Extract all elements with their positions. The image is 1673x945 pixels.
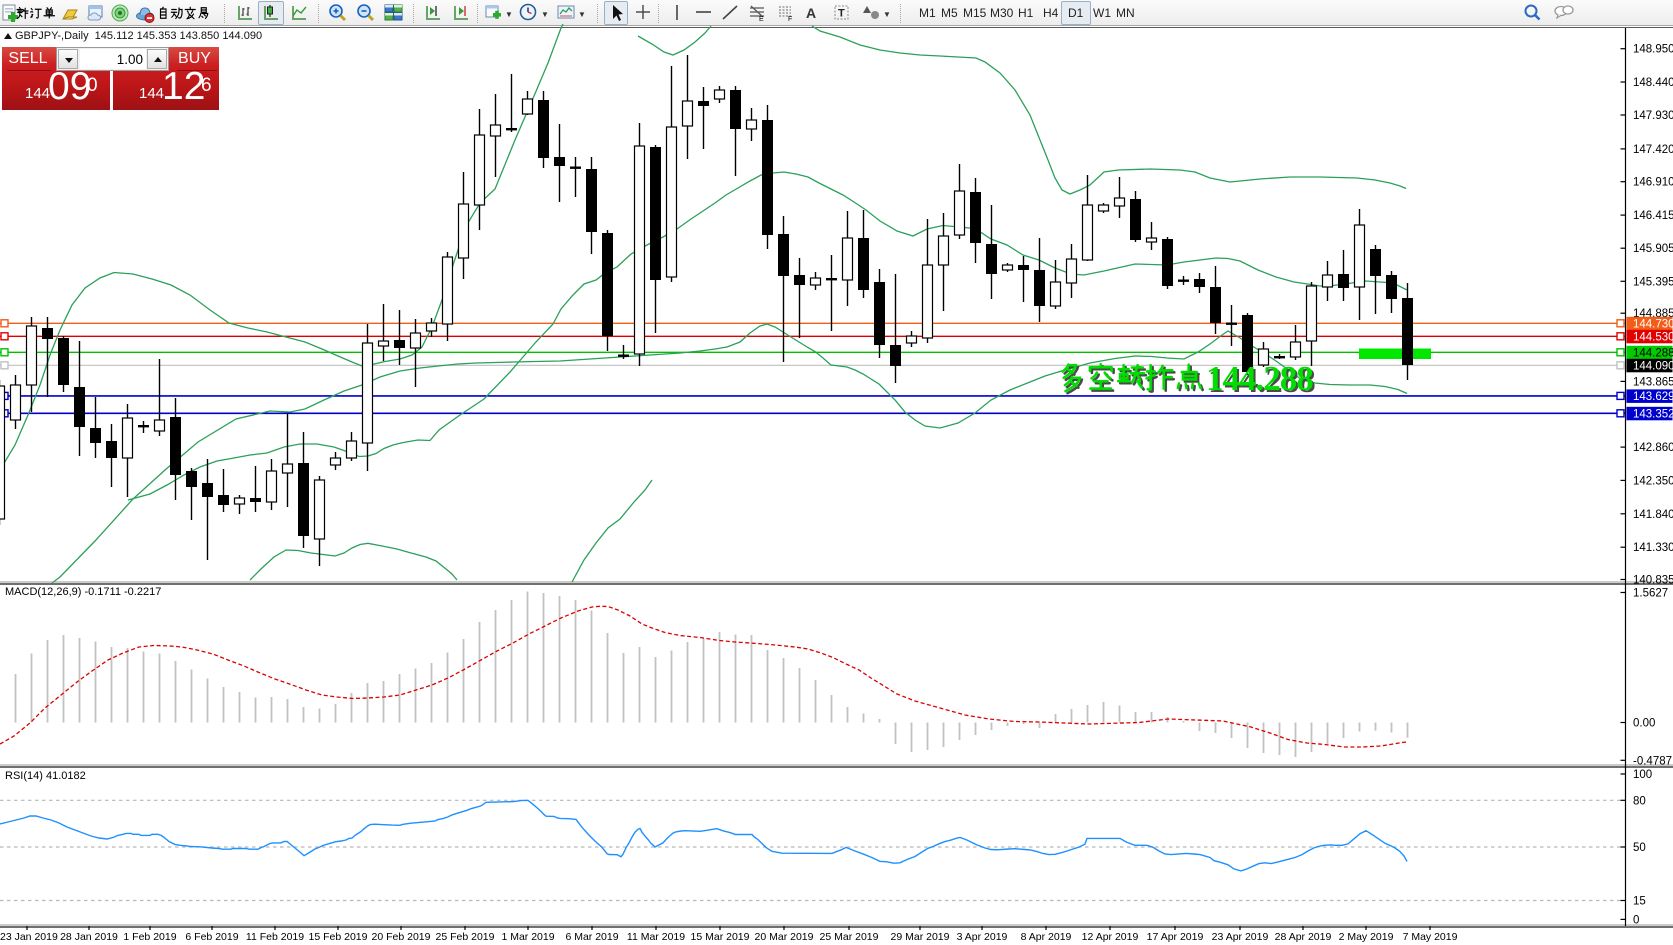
svg-text:25 Mar 2019: 25 Mar 2019 (820, 931, 879, 943)
svg-text:141.840: 141.840 (1633, 509, 1673, 521)
svg-text:142.350: 142.350 (1633, 475, 1673, 487)
svg-text:145.905: 145.905 (1633, 243, 1673, 255)
svg-text:50: 50 (1633, 842, 1646, 854)
svg-text:100: 100 (1633, 769, 1652, 781)
svg-text:3 Apr 2019: 3 Apr 2019 (957, 931, 1008, 943)
svg-text:1 Feb 2019: 1 Feb 2019 (123, 931, 176, 943)
svg-text:144.730: 144.730 (1633, 319, 1673, 331)
svg-text:11 Mar 2019: 11 Mar 2019 (627, 931, 685, 943)
svg-text:8 Apr 2019: 8 Apr 2019 (1021, 931, 1072, 943)
svg-text:RSI(14) 41.0182: RSI(14) 41.0182 (5, 770, 86, 782)
svg-text:11 Feb 2019: 11 Feb 2019 (246, 931, 304, 943)
svg-text:148.440: 148.440 (1633, 77, 1673, 89)
svg-text:MACD(12,26,9) -0.1711 -0.2217: MACD(12,26,9) -0.1711 -0.2217 (5, 586, 161, 598)
svg-text:142.860: 142.860 (1633, 442, 1673, 454)
svg-text:F: F (788, 16, 792, 23)
svg-text:146.415: 146.415 (1633, 210, 1673, 222)
svg-text:23 Jan 2019: 23 Jan 2019 (0, 931, 58, 943)
svg-text:143.629: 143.629 (1633, 391, 1673, 403)
svg-text:25 Feb 2019: 25 Feb 2019 (436, 931, 495, 943)
svg-text:140.835: 140.835 (1633, 575, 1673, 587)
svg-text:147.420: 147.420 (1633, 144, 1673, 156)
svg-text:15 Mar 2019: 15 Mar 2019 (691, 931, 750, 943)
svg-text:20 Feb 2019: 20 Feb 2019 (372, 931, 431, 943)
svg-text:1 Mar 2019: 1 Mar 2019 (501, 931, 554, 943)
svg-text:6 Mar 2019: 6 Mar 2019 (565, 931, 618, 943)
svg-text:144.288: 144.288 (1633, 348, 1673, 360)
svg-text:T: T (838, 8, 845, 20)
svg-text:-0.4787: -0.4787 (1633, 755, 1672, 767)
svg-text:23 Apr 2019: 23 Apr 2019 (1212, 931, 1269, 943)
svg-text:20 Mar 2019: 20 Mar 2019 (755, 931, 814, 943)
svg-text:17 Apr 2019: 17 Apr 2019 (1147, 931, 1204, 943)
svg-text:144.530: 144.530 (1633, 332, 1673, 344)
svg-text:1.5627: 1.5627 (1633, 588, 1668, 600)
svg-text:144.288: 144.288 (1208, 361, 1315, 400)
svg-text:144.288: 144.288 (1206, 359, 1313, 398)
svg-text:15: 15 (1633, 896, 1646, 908)
svg-text:145.395: 145.395 (1633, 276, 1673, 288)
svg-text:141.330: 141.330 (1633, 542, 1673, 554)
svg-text:0.00: 0.00 (1633, 718, 1655, 730)
svg-text:147.930: 147.930 (1633, 110, 1673, 122)
svg-text:7 May 2019: 7 May 2019 (1403, 931, 1458, 943)
svg-text:E: E (759, 16, 764, 23)
svg-text:148.950: 148.950 (1633, 44, 1673, 56)
svg-text:143.352: 143.352 (1633, 409, 1673, 421)
svg-text:80: 80 (1633, 795, 1646, 807)
svg-text:146.910: 146.910 (1633, 177, 1673, 189)
svg-text:12 Apr 2019: 12 Apr 2019 (1082, 931, 1139, 943)
svg-text:29 Mar 2019: 29 Mar 2019 (891, 931, 950, 943)
svg-text:15 Feb 2019: 15 Feb 2019 (309, 931, 368, 943)
svg-text:144.090: 144.090 (1633, 361, 1673, 373)
svg-text:0: 0 (1633, 914, 1639, 926)
svg-text:2 May 2019: 2 May 2019 (1339, 931, 1394, 943)
svg-text:143.865: 143.865 (1633, 376, 1673, 388)
svg-text:28 Jan 2019: 28 Jan 2019 (60, 931, 118, 943)
svg-text:28 Apr 2019: 28 Apr 2019 (1275, 931, 1332, 943)
svg-text:6 Feb 2019: 6 Feb 2019 (185, 931, 238, 943)
